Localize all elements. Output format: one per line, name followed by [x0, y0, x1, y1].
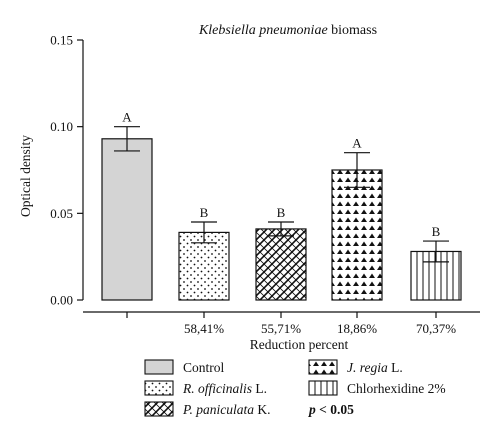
significance-label: A: [352, 136, 362, 151]
bar: [178, 231, 230, 301]
y-axis-label: Optical density: [18, 135, 33, 217]
bar: [331, 169, 383, 301]
x-tick-label: 58,41%: [184, 321, 224, 336]
legend-swatch: [144, 359, 174, 375]
legend: Control J. regia L. R. officinalis L. Chlor…: [144, 359, 446, 417]
bar: [255, 228, 307, 301]
legend-item: R. officinalis L.: [144, 380, 267, 396]
legend-swatch: [308, 359, 338, 375]
p-value-note: p < 0.05: [308, 402, 354, 417]
x-tick-label: 18,86%: [337, 321, 377, 336]
y-tick-label: 0.00: [50, 293, 73, 308]
significance-label: A: [122, 110, 132, 125]
y-tick-label: 0.10: [50, 119, 73, 134]
axes: 0.00 0.05 0.10 0.15 58,41% 55,71% 18,86% 70,37%: [50, 33, 480, 336]
legend-item: Control: [144, 359, 225, 375]
legend-swatch: [144, 401, 174, 417]
x-tick-label: 70,37%: [416, 321, 456, 336]
legend-item: P. paniculata K.: [144, 401, 271, 417]
legend-swatch: [308, 380, 338, 396]
legend-item: Chlorhexidine 2%: [308, 380, 446, 396]
legend-item: J. regia L.: [308, 359, 403, 375]
y-tick-label: 0.05: [50, 206, 73, 221]
legend-label: Control: [183, 360, 225, 375]
x-tick-label: 55,71%: [261, 321, 301, 336]
legend-label: R. officinalis L.: [182, 381, 267, 396]
significance-label: B: [432, 224, 441, 239]
chart-title: Klebsiella pneumoniae biomass: [198, 23, 377, 38]
y-tick-label: 0.15: [50, 33, 73, 48]
legend-label: J. regia L.: [347, 360, 403, 375]
significance-label: B: [277, 205, 286, 220]
legend-label: Chlorhexidine 2%: [347, 381, 446, 396]
bar: [101, 138, 153, 301]
x-axis-label: Reduction percent: [250, 337, 349, 352]
legend-swatch: [144, 380, 174, 396]
significance-label: B: [200, 205, 209, 220]
chart-title-italic: Klebsiella pneumoniae: [198, 23, 328, 38]
chart-title-rest: biomass: [328, 23, 377, 38]
legend-label: P. paniculata K.: [182, 402, 271, 417]
bars: A B B A B: [101, 110, 462, 301]
